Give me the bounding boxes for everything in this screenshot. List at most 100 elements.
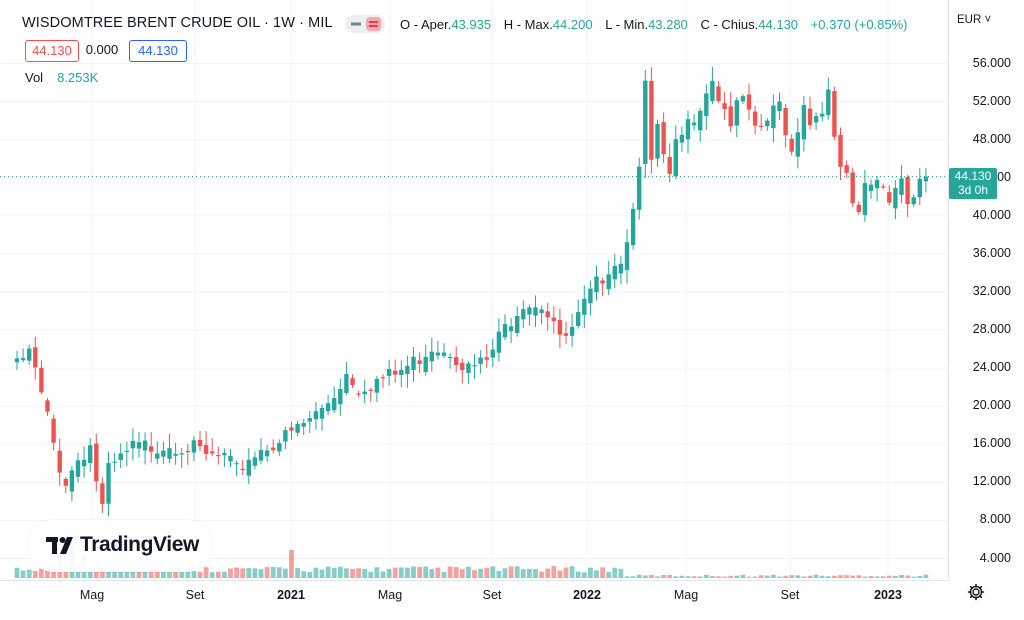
volume-bar xyxy=(191,571,197,578)
volume-bar xyxy=(87,567,93,578)
candle-body xyxy=(685,119,691,140)
candle-body xyxy=(27,348,32,361)
candle-body xyxy=(142,440,148,451)
candle-body xyxy=(789,138,794,152)
candle-body xyxy=(51,418,56,443)
volume-bar xyxy=(581,572,587,578)
volume-bar xyxy=(764,575,770,578)
candle-body xyxy=(515,315,520,334)
high-label: H - Max. xyxy=(503,17,553,32)
volume-bar xyxy=(161,571,166,578)
volume-bar xyxy=(673,576,679,578)
candlestick-chart[interactable] xyxy=(0,0,948,580)
volume-bar xyxy=(886,575,892,578)
candle-body xyxy=(277,443,282,452)
volume-bar xyxy=(527,568,532,578)
volume-bar xyxy=(246,568,252,578)
candle-body xyxy=(722,103,727,110)
volume-bar xyxy=(301,571,307,578)
price-tick-label: 28.000 xyxy=(972,322,1011,337)
candle-body xyxy=(20,358,26,361)
candle-body xyxy=(911,197,916,205)
volume-bar xyxy=(642,575,648,578)
volume-bar xyxy=(252,568,258,578)
candle-body xyxy=(112,461,117,463)
time-tick-label: Mag xyxy=(673,588,699,602)
volume-bar xyxy=(514,566,520,578)
candle-body xyxy=(746,94,752,110)
candle-body xyxy=(423,356,428,373)
volume-bar xyxy=(215,571,221,578)
volume-bar xyxy=(551,566,557,578)
volume-bar xyxy=(691,576,697,578)
volume-bar xyxy=(386,568,392,578)
candle-body xyxy=(661,122,666,155)
close-value: 44.130 xyxy=(758,17,799,32)
candle-body xyxy=(795,132,800,157)
candle-body xyxy=(752,111,758,126)
candle-body xyxy=(240,468,245,471)
price-tick-label: 56.000 xyxy=(972,55,1011,70)
gear-icon[interactable] xyxy=(966,582,986,602)
volume-bar xyxy=(661,575,666,578)
candle-body xyxy=(826,89,831,116)
volume-bar xyxy=(337,566,343,578)
volume-bar xyxy=(557,570,563,578)
candle-body xyxy=(33,347,38,368)
price-tick-label: 48.000 xyxy=(972,131,1011,146)
volume-bar xyxy=(441,571,447,578)
candle-body xyxy=(118,453,123,460)
volume-bar xyxy=(392,567,398,578)
candle-body xyxy=(777,101,782,112)
candle-body xyxy=(344,374,349,393)
price-tick-label: 4.000 xyxy=(979,550,1011,565)
currency-label: EUR xyxy=(957,14,982,26)
volume-bar xyxy=(905,575,910,578)
chart-area[interactable]: WISDOMTREE BRENT CRUDE OIL · 1W · MIL O … xyxy=(0,0,948,580)
currency-selector[interactable]: EUR ˅ xyxy=(957,14,991,26)
candle-body xyxy=(167,448,172,459)
volume-bar xyxy=(594,570,599,578)
candle-body xyxy=(289,427,294,431)
volume-bar xyxy=(270,566,276,578)
candle-body xyxy=(399,369,404,375)
candle-body xyxy=(197,439,203,447)
time-tick-label: 2022 xyxy=(573,588,601,602)
candle-body xyxy=(313,411,319,420)
candle-body xyxy=(69,470,75,492)
candle-body xyxy=(271,447,276,451)
candle-body xyxy=(862,183,868,215)
volume-bar xyxy=(136,571,142,578)
minus-icon xyxy=(351,22,361,26)
volume-bar xyxy=(124,571,130,578)
volume-bar xyxy=(112,569,117,578)
candle-body xyxy=(484,357,489,360)
candle-body xyxy=(606,274,611,290)
candle-body xyxy=(179,453,184,455)
volume-bar xyxy=(63,570,69,578)
volume-bar xyxy=(93,570,99,578)
candle-body xyxy=(679,134,685,143)
candle-body xyxy=(618,263,624,274)
volume-bar xyxy=(600,567,605,578)
tradingview-logo[interactable]: TradingView xyxy=(28,520,212,572)
volume-bar xyxy=(655,576,660,578)
candle-body xyxy=(734,100,739,126)
volume-bar xyxy=(289,549,294,578)
candle-body xyxy=(100,483,105,504)
volume-bar xyxy=(923,574,929,578)
candle-body xyxy=(838,134,843,167)
candle-body xyxy=(594,276,599,293)
symbol-title[interactable]: WISDOMTREE BRENT CRUDE OIL · 1W · MIL xyxy=(22,15,333,31)
candle-body xyxy=(655,124,660,159)
volume-bar xyxy=(472,570,477,578)
time-axis[interactable]: Mag Set 2021 Mag Set 2022 Mag Set 2023 xyxy=(0,580,948,620)
volume-bar xyxy=(838,575,843,578)
legend-toggle-button[interactable] xyxy=(345,15,385,33)
time-tick-label: Set xyxy=(185,588,205,602)
volume-bar xyxy=(844,575,849,578)
price-scale[interactable]: EUR ˅ 56.00052.00048.00044.00040.00036.0… xyxy=(948,0,1024,580)
volume-bar xyxy=(618,568,624,578)
volume-bar xyxy=(746,576,752,578)
candle-body xyxy=(81,459,87,467)
